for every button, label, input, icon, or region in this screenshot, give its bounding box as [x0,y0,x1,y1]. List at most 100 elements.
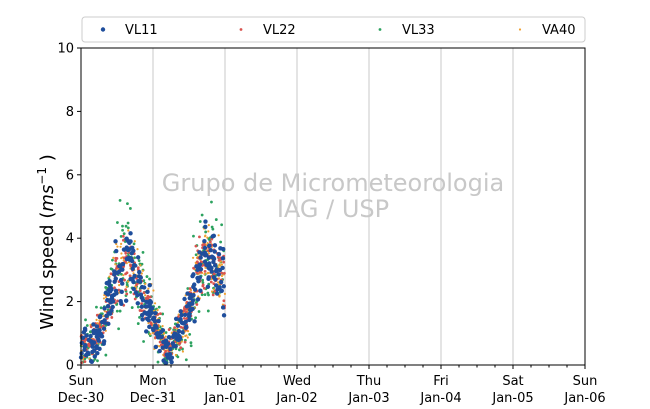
data-point-vl33 [95,305,98,309]
data-point-va40 [152,289,155,292]
data-point-vl33 [148,277,151,281]
data-point-va40 [119,245,122,248]
data-point-va40 [174,353,177,357]
data-point-vl11 [170,341,176,346]
y-axis-label-main: Wind speed ( [37,212,58,330]
data-point-vl33 [119,234,123,238]
data-point-va40 [98,319,101,322]
data-point-vl11 [180,330,185,335]
data-point-va40 [140,272,143,275]
data-point-vl11 [88,338,93,344]
x-tick-label-date: Jan-02 [275,391,317,406]
data-point-vl11 [192,287,198,292]
data-point-va40 [149,333,152,336]
y-tick-label: 6 [66,168,74,183]
data-point-vl33 [156,360,160,364]
data-point-vl33 [201,278,205,282]
data-point-vl11 [135,255,141,260]
data-point-vl11 [84,333,89,338]
data-point-vl11 [203,224,208,230]
data-point-vl22 [95,313,99,317]
data-point-vl11 [88,333,93,339]
data-point-vl11 [197,250,202,255]
legend-marker [378,28,382,31]
data-point-vl22 [198,235,201,239]
data-point-vl11 [95,350,100,356]
data-point-vl22 [211,293,215,297]
data-point-vl11 [195,297,201,302]
data-point-va40 [204,266,207,269]
data-point-vl33 [188,333,192,336]
data-point-vl11 [198,288,203,293]
data-point-vl22 [216,255,220,259]
data-point-va40 [206,242,209,245]
data-point-vl11 [198,255,203,260]
data-point-vl33 [206,309,210,313]
data-point-va40 [95,318,98,321]
data-point-vl33 [192,234,195,238]
data-point-vl11 [102,306,107,311]
data-point-vl22 [110,316,114,319]
data-point-vl22 [164,349,167,353]
data-point-vl33 [145,275,149,278]
data-point-vl22 [203,269,207,273]
data-point-vl22 [220,271,224,275]
data-point-vl11 [192,319,197,324]
x-tick-label-day: Tue [213,374,236,389]
data-point-vl11 [145,310,151,316]
data-point-vl11 [135,292,140,298]
legend-marker [100,27,106,32]
data-point-vl11 [98,314,103,319]
data-point-vl11 [106,321,111,327]
data-point-vl33 [164,331,168,334]
data-point-va40 [185,334,188,337]
data-point-vl11 [217,267,223,273]
data-point-va40 [220,263,224,266]
data-point-vl33 [118,309,122,313]
data-point-vl11 [116,269,122,275]
data-point-vl11 [179,312,184,318]
data-point-vl22 [149,321,153,325]
data-point-vl22 [192,266,195,270]
data-point-vl11 [209,269,214,274]
data-point-vl11 [94,345,99,351]
data-point-vl11 [208,247,213,253]
data-point-vl33 [186,287,190,290]
data-point-vl22 [217,258,221,262]
data-point-vl11 [145,289,150,295]
x-tick-label-day: Mon [139,374,166,389]
data-point-va40 [118,284,121,287]
data-point-vl11 [161,339,166,345]
data-point-vl22 [195,303,199,306]
data-point-vl11 [124,256,130,262]
data-point-vl33 [157,305,161,309]
data-point-vl11 [156,318,161,324]
data-point-vl11 [94,324,100,329]
data-point-vl11 [105,303,111,309]
data-point-vl22 [199,260,203,264]
data-point-vl11 [107,298,112,303]
data-point-vl33 [184,358,188,362]
y-axis-label-unit: ms [37,185,58,212]
data-point-vl33 [88,330,92,334]
legend-label: VL11 [125,23,158,38]
data-point-vl11 [204,262,209,268]
data-point-vl11 [161,358,166,363]
x-tick-label-date: Jan-04 [419,391,461,406]
data-point-va40 [218,295,221,298]
data-point-vl11 [202,238,207,244]
x-tick-label-date: Dec-30 [58,391,104,406]
data-point-vl33 [115,309,119,313]
x-tick-label-day: Sun [573,374,598,389]
y-tick-label: 8 [66,105,74,120]
data-point-vl11 [91,322,96,327]
data-point-vl11 [159,334,164,340]
data-point-va40 [186,336,189,339]
data-point-vl11 [158,329,164,335]
data-point-va40 [181,335,184,338]
data-point-va40 [127,280,130,283]
data-point-vl33 [118,199,122,202]
data-point-vl22 [121,234,125,238]
data-point-vl11 [101,339,107,344]
data-point-vl33 [138,316,141,319]
